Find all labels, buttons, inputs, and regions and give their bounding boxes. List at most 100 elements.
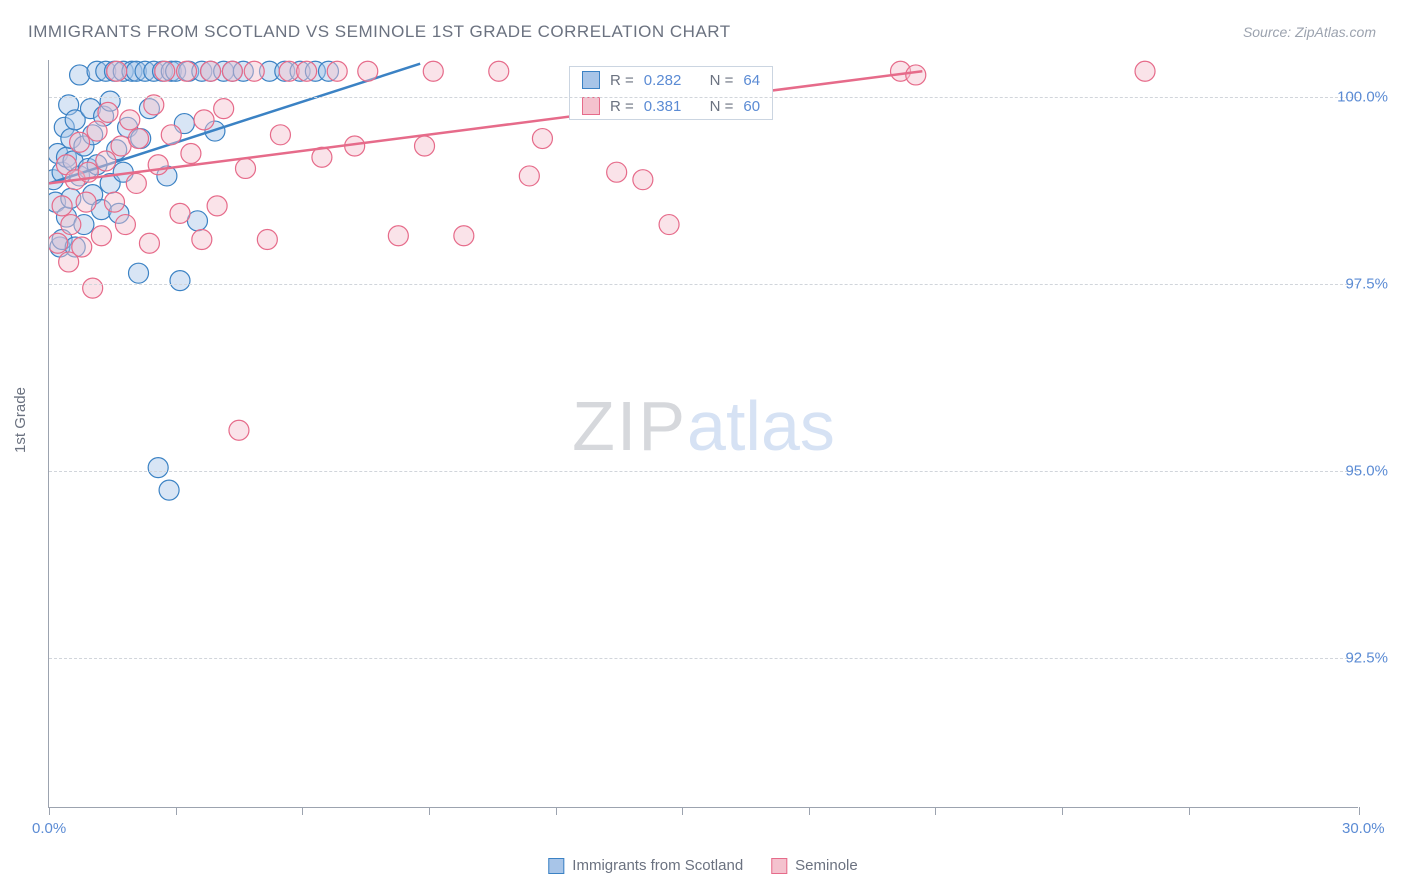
data-point — [194, 110, 214, 130]
data-point — [214, 99, 234, 119]
x-tick — [176, 807, 177, 815]
data-point — [107, 61, 127, 81]
legend-stat-row: R = 0.282 N = 64 — [570, 67, 772, 93]
data-point — [120, 110, 140, 130]
legend-swatch — [548, 858, 564, 874]
data-point — [61, 215, 81, 235]
n-value: 64 — [743, 72, 760, 89]
data-point — [170, 203, 190, 223]
x-tick — [682, 807, 683, 815]
x-tick — [302, 807, 303, 815]
gridline — [49, 284, 1358, 285]
data-point — [532, 129, 552, 149]
data-point — [181, 144, 201, 164]
n-label: N = — [710, 72, 734, 89]
data-point — [72, 237, 92, 257]
data-point — [297, 61, 317, 81]
chart-plot-area: ZIPatlas R = 0.282 N = 64R = 0.381 N = 6… — [48, 60, 1358, 808]
legend-swatch — [582, 71, 600, 89]
data-point — [126, 173, 146, 193]
data-point — [192, 230, 212, 250]
data-point — [207, 196, 227, 216]
x-tick — [429, 807, 430, 815]
data-point — [358, 61, 378, 81]
data-point — [87, 121, 107, 141]
y-tick-label: 97.5% — [1345, 276, 1388, 293]
source-attribution: Source: ZipAtlas.com — [1243, 24, 1376, 40]
data-point — [70, 132, 90, 152]
scatter-svg — [49, 60, 1359, 808]
x-tick — [935, 807, 936, 815]
data-point — [236, 158, 256, 178]
data-point — [52, 196, 72, 216]
data-point — [159, 480, 179, 500]
x-tick — [1062, 807, 1063, 815]
data-point — [906, 65, 926, 85]
data-point — [607, 162, 627, 182]
data-point — [148, 155, 168, 175]
data-point — [454, 226, 474, 246]
data-point — [201, 61, 221, 81]
legend-item: Seminole — [771, 857, 858, 874]
y-tick-label: 92.5% — [1345, 650, 1388, 667]
data-point — [76, 192, 96, 212]
data-point — [155, 61, 175, 81]
legend-label: Seminole — [795, 857, 858, 874]
y-axis-label: 1st Grade — [12, 387, 29, 453]
data-point — [388, 226, 408, 246]
n-value: 60 — [743, 98, 760, 115]
x-tick — [809, 807, 810, 815]
x-tick — [1359, 807, 1360, 815]
gridline — [49, 97, 1358, 98]
data-point — [519, 166, 539, 186]
data-point — [229, 420, 249, 440]
data-point — [177, 61, 197, 81]
data-point — [161, 125, 181, 145]
data-point — [98, 102, 118, 122]
data-point — [49, 233, 68, 253]
data-point — [659, 215, 679, 235]
series-legend: Immigrants from Scotland Seminole — [548, 857, 857, 874]
legend-swatch — [771, 858, 787, 874]
x-tick — [1189, 807, 1190, 815]
data-point — [633, 170, 653, 190]
data-point — [270, 125, 290, 145]
gridline — [49, 658, 1358, 659]
legend-swatch — [582, 97, 600, 115]
r-value: 0.381 — [644, 98, 682, 115]
data-point — [489, 61, 509, 81]
r-value: 0.282 — [644, 72, 682, 89]
data-point — [222, 61, 242, 81]
x-tick-label: 0.0% — [32, 820, 66, 837]
r-label: R = — [610, 72, 634, 89]
data-point — [105, 192, 125, 212]
data-point — [91, 226, 111, 246]
y-tick-label: 100.0% — [1337, 89, 1388, 106]
data-point — [170, 271, 190, 291]
data-point — [423, 61, 443, 81]
x-tick — [556, 807, 557, 815]
legend-item: Immigrants from Scotland — [548, 857, 743, 874]
x-tick-label: 30.0% — [1342, 820, 1385, 837]
chart-title: IMMIGRANTS FROM SCOTLAND VS SEMINOLE 1ST… — [28, 22, 731, 42]
r-label: R = — [610, 98, 634, 115]
data-point — [129, 129, 149, 149]
correlation-legend: R = 0.282 N = 64R = 0.381 N = 60 — [569, 66, 773, 120]
n-label: N = — [710, 98, 734, 115]
data-point — [83, 278, 103, 298]
data-point — [148, 458, 168, 478]
data-point — [70, 65, 90, 85]
data-point — [1135, 61, 1155, 81]
legend-label: Immigrants from Scotland — [572, 857, 743, 874]
data-point — [244, 61, 264, 81]
data-point — [115, 215, 135, 235]
data-point — [257, 230, 277, 250]
data-point — [415, 136, 435, 156]
x-tick — [49, 807, 50, 815]
gridline — [49, 471, 1358, 472]
data-point — [96, 151, 116, 171]
data-point — [129, 263, 149, 283]
data-point — [327, 61, 347, 81]
data-point — [139, 233, 159, 253]
y-tick-label: 95.0% — [1345, 463, 1388, 480]
